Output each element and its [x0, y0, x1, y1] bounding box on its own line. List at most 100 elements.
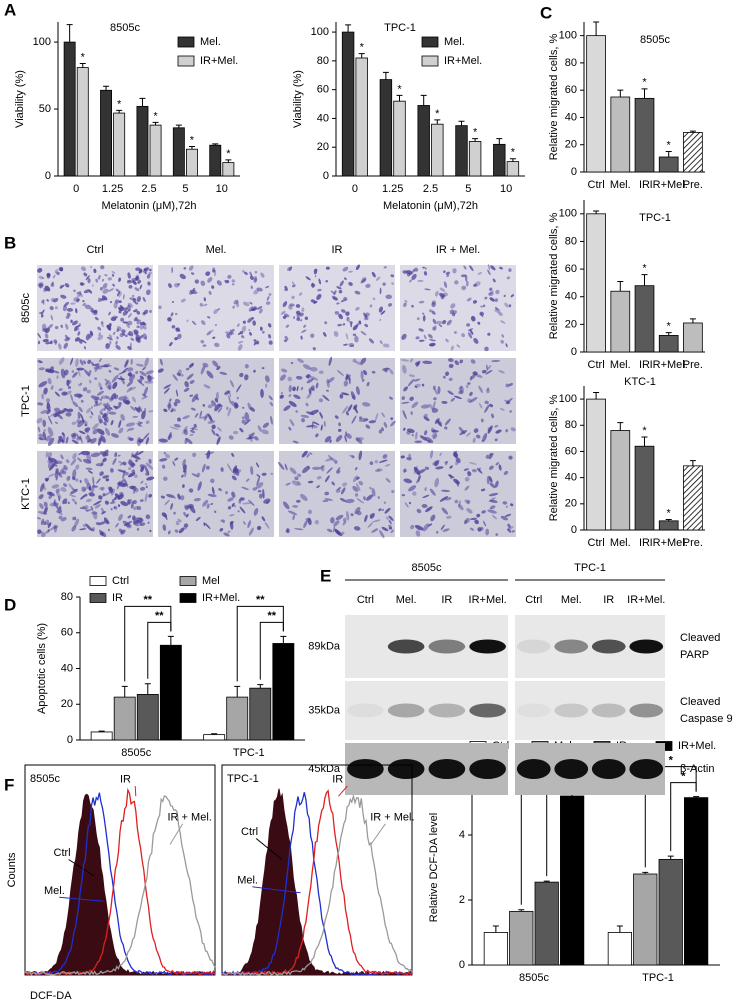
- cell-stain: [98, 382, 102, 389]
- cell-stain: [101, 492, 111, 497]
- cell-stain: [268, 340, 273, 345]
- cell-stain: [118, 419, 122, 428]
- cell-stain: [48, 473, 55, 478]
- cell-stain: [188, 265, 194, 271]
- cell-stain: [444, 426, 448, 430]
- cell-stain: [329, 439, 332, 443]
- cell-stain: [449, 465, 453, 469]
- cell-stain: [248, 499, 255, 506]
- y-tick-label: 0: [571, 166, 577, 178]
- cell-stain: [356, 498, 365, 504]
- cell-stain: [139, 464, 147, 469]
- cell-stain: [139, 421, 143, 425]
- cell-stain: [495, 533, 499, 536]
- cell-stain: [403, 386, 408, 392]
- cell-stain: [429, 309, 432, 313]
- cell-stain: [99, 471, 104, 476]
- cell-stain: [499, 266, 503, 270]
- cell-stain: [207, 493, 217, 498]
- cell-stain: [423, 271, 428, 276]
- cell-stain: [268, 293, 272, 296]
- cell-stain: [74, 501, 77, 505]
- cell-stain: [83, 272, 88, 277]
- cell-stain: [299, 493, 308, 501]
- cell-stain: [478, 402, 483, 409]
- cell-stain: [189, 433, 194, 437]
- cell-stain: [450, 345, 454, 351]
- cell-stain: [280, 368, 288, 373]
- cell-stain: [87, 359, 92, 364]
- bar: [431, 123, 444, 177]
- cell-stain: [107, 327, 111, 331]
- cell-stain: [77, 293, 81, 298]
- significance-bracket: [644, 766, 697, 868]
- cell-stain: [231, 475, 237, 481]
- cell-stain: [441, 400, 448, 404]
- significance: *: [681, 771, 686, 783]
- histogram-frame: [221, 764, 413, 976]
- cell-stain: [56, 375, 59, 379]
- cell-stain: [70, 319, 73, 323]
- cell-stain: [391, 282, 394, 285]
- cell-stain: [203, 413, 209, 421]
- cell-stain: [106, 324, 111, 328]
- cell-stain: [60, 268, 64, 272]
- cell-stain: [452, 268, 457, 274]
- cell-stain: [84, 304, 92, 310]
- cell-stain: [355, 386, 360, 396]
- cell-stain: [506, 526, 514, 531]
- cell-stain: [77, 419, 85, 428]
- cell-stain: [80, 266, 87, 272]
- cell-stain: [295, 304, 301, 308]
- cell-stain: [114, 497, 117, 501]
- cell-stain: [494, 308, 501, 313]
- cell-stain: [207, 277, 213, 283]
- cell-stain: [482, 432, 488, 442]
- bar: [684, 797, 709, 966]
- cell-stain: [38, 281, 44, 287]
- cell-stain: [371, 528, 379, 533]
- cell-stain: [194, 279, 199, 284]
- cell-stain: [229, 379, 235, 388]
- cell-stain: [68, 483, 75, 491]
- cell-stain: [113, 506, 116, 509]
- cell-stain: [344, 498, 355, 504]
- significance: *: [667, 139, 672, 151]
- significance: *: [642, 77, 647, 89]
- cell-stain: [147, 281, 151, 286]
- cell-stain: [132, 505, 136, 511]
- cell-stain: [50, 283, 55, 288]
- y-axis-label: Relative migrated cells, %: [548, 34, 560, 161]
- cell-stain: [334, 415, 339, 419]
- cell-stain: [311, 421, 314, 429]
- y-tick-label: 100: [559, 393, 577, 405]
- y-tick-label: 100: [559, 208, 577, 220]
- cell-stain: [414, 267, 419, 272]
- cell-stain: [117, 454, 121, 457]
- cell-stain: [133, 520, 136, 525]
- cell-stain: [379, 529, 385, 539]
- cell-stain: [360, 278, 367, 284]
- cell-stain: [98, 332, 102, 337]
- cell-stain: [180, 495, 185, 501]
- cell-stain: [389, 369, 394, 375]
- cell-stain: [481, 510, 486, 514]
- cell-stain: [64, 283, 70, 288]
- cell-stain: [128, 284, 133, 289]
- cell-stain: [100, 458, 105, 467]
- cell-stain: [345, 411, 349, 416]
- cell-stain: [450, 397, 456, 402]
- cell-stain: [414, 383, 421, 388]
- cell-stain: [189, 394, 194, 397]
- cell-stain: [65, 412, 72, 417]
- bar: [113, 112, 126, 177]
- cell-stain: [253, 369, 256, 373]
- cell-stain: [506, 276, 511, 280]
- cell-stain: [102, 288, 109, 294]
- cell-stain: [72, 516, 77, 521]
- cell-stain: [135, 334, 141, 342]
- cell-stain: [218, 488, 221, 491]
- cell-stain: [438, 324, 443, 328]
- blot-band: [516, 703, 551, 718]
- cell-stain: [191, 473, 200, 478]
